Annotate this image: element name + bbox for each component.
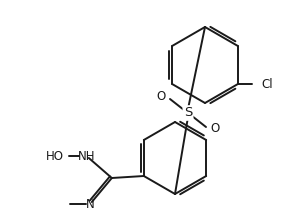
Text: O: O [210,122,220,136]
Text: Cl: Cl [261,78,272,90]
Text: O: O [156,90,166,104]
Text: S: S [184,106,192,120]
Text: HO: HO [46,150,64,162]
Text: N: N [86,198,94,210]
Text: NH: NH [78,150,96,162]
